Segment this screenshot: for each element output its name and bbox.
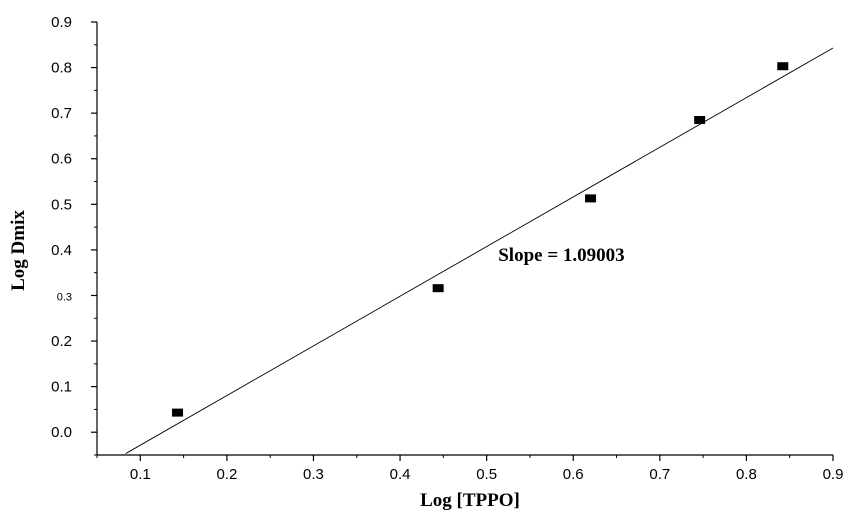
x-tick-label: 0.6 — [563, 466, 584, 483]
x-tick-label: 0.5 — [476, 466, 497, 483]
x-tick-label: 0.4 — [390, 466, 411, 483]
slope-annotation: Slope = 1.09003 — [498, 245, 624, 266]
x-tick-label: 0.7 — [649, 466, 670, 483]
x-tick-label: 0.1 — [130, 466, 151, 483]
data-point — [432, 284, 444, 293]
y-tick-label: 0.6 — [51, 151, 72, 168]
data-point — [777, 62, 789, 71]
x-tick-label: 0.8 — [736, 466, 757, 483]
x-tick-label: 0.2 — [216, 466, 237, 483]
y-tick-label: 0.9 — [51, 14, 72, 31]
y-tick-label: 0.3 — [57, 291, 72, 303]
y-axis-title: Log Dmix — [8, 210, 29, 291]
fit-line — [125, 47, 834, 455]
y-tick-label: 0.5 — [51, 196, 72, 213]
x-axis-ticks: 0.1 0.2 0.3 0.4 0.5 0.6 0.7 0.8 0.9 — [96, 455, 844, 483]
data-point — [694, 115, 706, 124]
x-tick-label: 0.3 — [303, 466, 324, 483]
y-tick-label: 0.7 — [51, 105, 72, 122]
y-tick-label: 0.4 — [51, 242, 72, 259]
data-point — [172, 408, 184, 417]
x-tick-label: 0.9 — [823, 466, 844, 483]
y-tick-label: 0.2 — [51, 333, 72, 350]
x-axis-title: Log [TPPO] — [420, 490, 520, 511]
y-tick-label: 0.0 — [51, 424, 72, 441]
y-tick-label: 0.8 — [51, 60, 72, 77]
data-point — [585, 194, 597, 203]
data-points — [172, 62, 789, 417]
y-tick-label: 0.1 — [51, 379, 72, 396]
y-axis-ticks: 0.0 0.1 0.2 0.3 0.4 0.5 0.6 0.7 0.8 0.9 — [51, 14, 97, 456]
